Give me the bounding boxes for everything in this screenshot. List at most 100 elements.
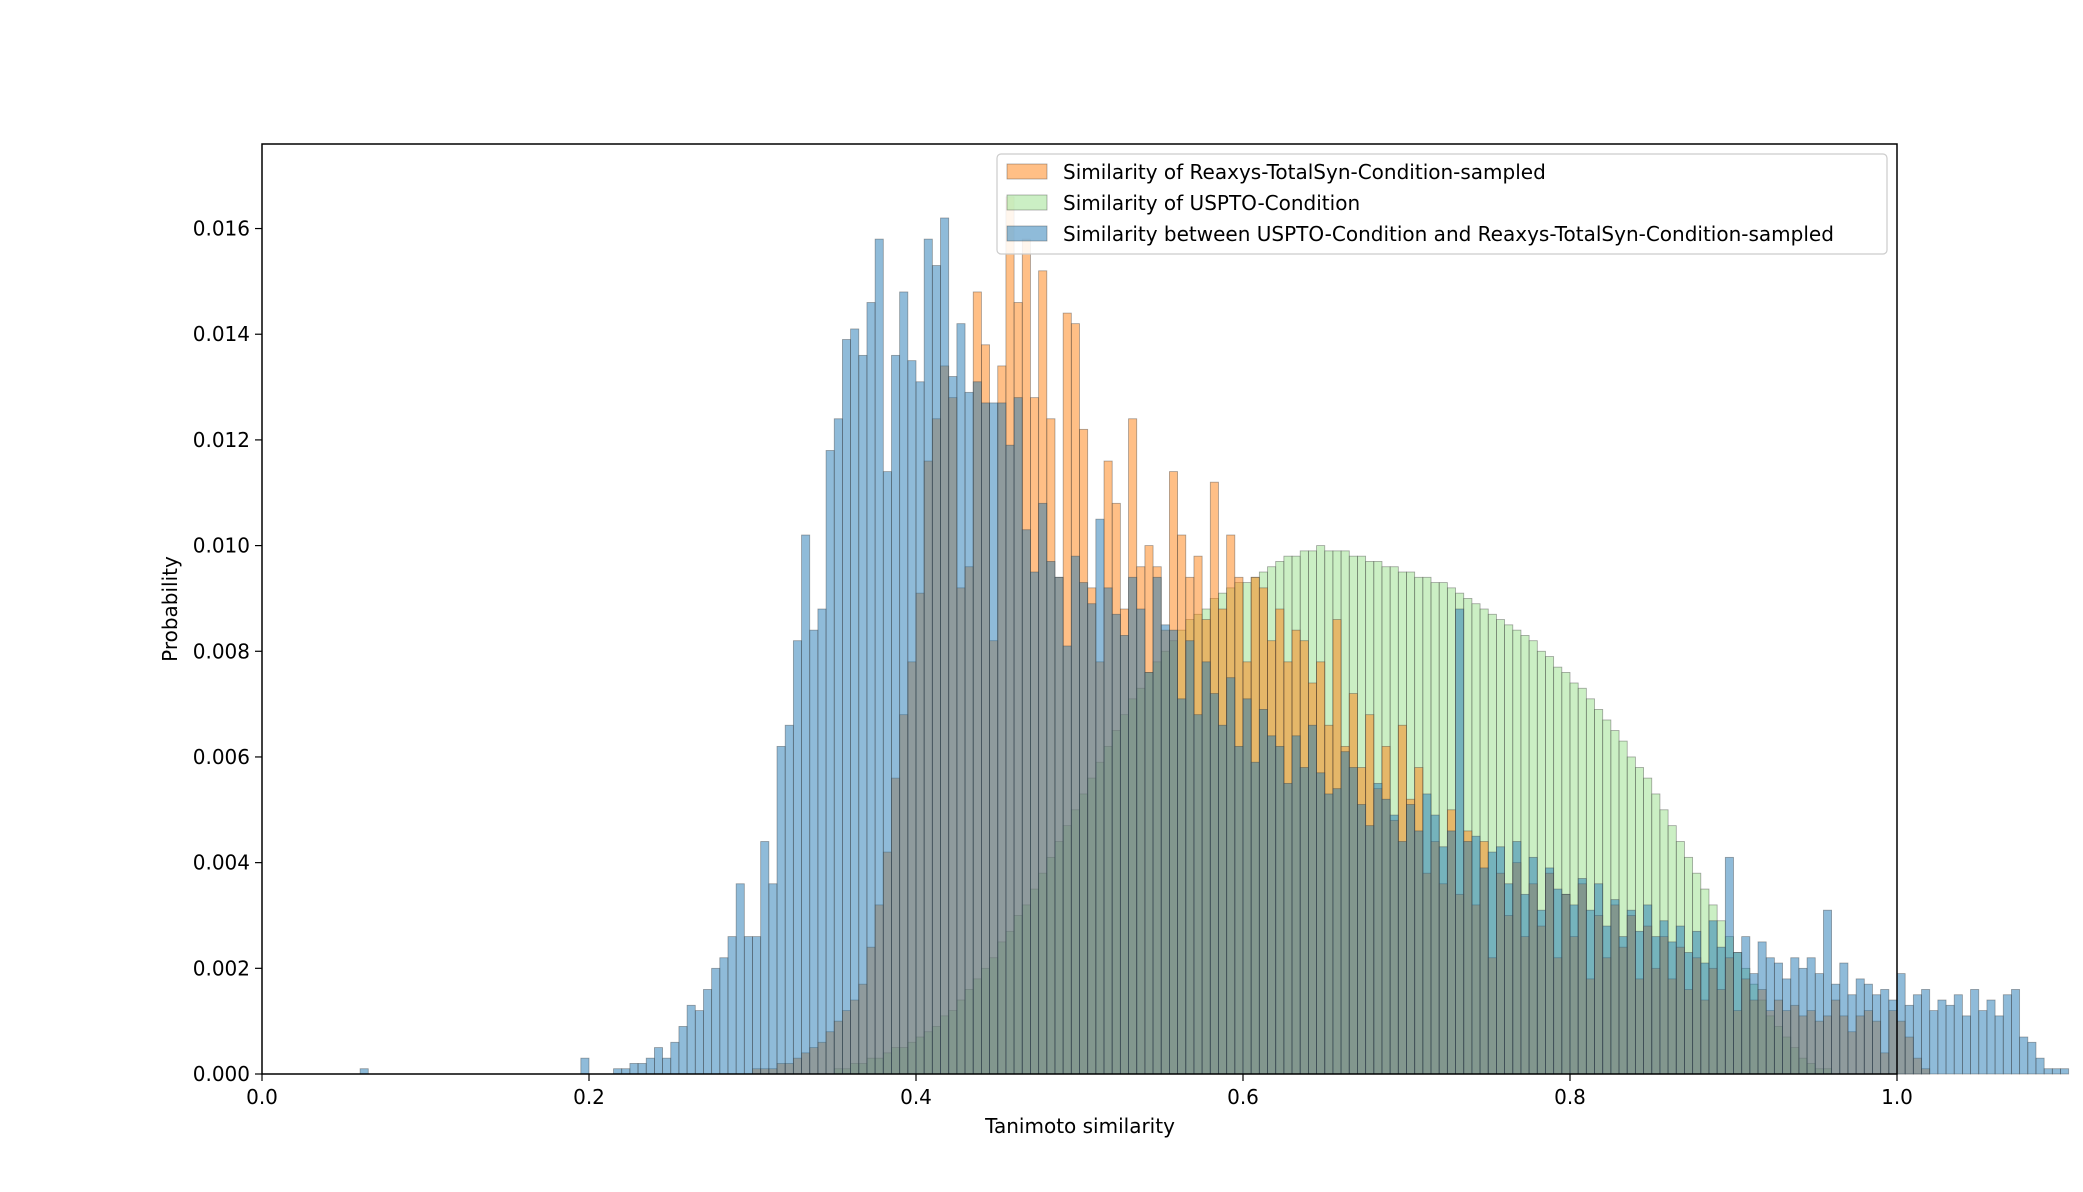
bar xyxy=(1953,994,1963,1075)
y-axis: 0.000 0.002 0.004 0.006 0.008 0.010 0.012 0.014… xyxy=(193,217,262,1086)
bar xyxy=(1406,804,1416,1075)
bar xyxy=(842,339,851,1075)
bar xyxy=(678,1026,688,1075)
bar xyxy=(1994,1015,2004,1075)
bar xyxy=(1226,677,1236,1075)
bar xyxy=(1528,856,1538,1075)
bar xyxy=(1724,856,1734,1075)
bar xyxy=(1872,994,1882,1075)
legend-swatch xyxy=(1006,194,1048,211)
bar xyxy=(1201,661,1211,1075)
bar xyxy=(1986,999,1996,1075)
bar xyxy=(670,1041,680,1075)
bar xyxy=(1169,629,1178,1075)
bar xyxy=(1455,608,1465,1075)
bar xyxy=(817,608,827,1075)
bar xyxy=(1389,814,1399,1075)
bar xyxy=(1741,936,1751,1075)
x-axis: 0.0 0.2 0.4 0.6 0.8 1.0 xyxy=(246,1074,1913,1109)
bar xyxy=(1635,930,1644,1075)
bar xyxy=(866,302,876,1075)
y-tick-label: 0.016 xyxy=(193,217,250,241)
x-tick-label: 0.4 xyxy=(900,1085,932,1109)
bar xyxy=(1847,994,1857,1075)
bar xyxy=(1267,735,1277,1075)
x-tick-label: 0.8 xyxy=(1554,1085,1586,1109)
x-tick-label: 0.2 xyxy=(573,1085,605,1109)
bar xyxy=(1258,709,1268,1075)
bar xyxy=(1773,962,1783,1075)
bar xyxy=(1896,973,1906,1075)
bar xyxy=(1716,946,1726,1075)
bar xyxy=(1316,772,1326,1075)
bar xyxy=(1561,893,1571,1075)
bar xyxy=(645,1057,655,1075)
bar xyxy=(1806,957,1816,1075)
bar xyxy=(801,534,811,1075)
series-2-bars xyxy=(359,217,2070,1075)
bar xyxy=(1937,999,1947,1075)
bar xyxy=(1414,830,1424,1075)
bar xyxy=(662,1057,672,1075)
bar xyxy=(711,967,721,1075)
bar xyxy=(1667,941,1677,1075)
bar xyxy=(1291,735,1301,1075)
bar xyxy=(1692,930,1702,1075)
bar xyxy=(1888,999,1898,1075)
bar xyxy=(1757,941,1767,1075)
bar xyxy=(1283,782,1293,1075)
bar xyxy=(1308,724,1317,1075)
bar xyxy=(1471,835,1481,1075)
bar xyxy=(850,328,860,1075)
bar xyxy=(768,883,778,1075)
bar xyxy=(1087,603,1097,1075)
legend-label: Similarity of Reaxys-TotalSyn-Condition-… xyxy=(1063,160,1546,184)
bar xyxy=(1340,751,1350,1075)
bar xyxy=(1733,952,1743,1075)
bar xyxy=(2035,1057,2045,1075)
bar xyxy=(694,1010,704,1075)
bar xyxy=(1070,555,1080,1075)
bar xyxy=(1814,973,1824,1075)
bar xyxy=(1005,444,1015,1075)
bar xyxy=(981,402,990,1075)
bar xyxy=(899,291,909,1075)
bar xyxy=(784,724,794,1075)
y-tick-label: 0.004 xyxy=(193,851,250,875)
bar xyxy=(1054,576,1064,1075)
bar xyxy=(1512,841,1522,1075)
bar xyxy=(1365,825,1375,1075)
x-tick-label: 0.0 xyxy=(246,1085,278,1109)
bar xyxy=(1577,878,1587,1075)
bar xyxy=(1430,814,1440,1075)
bar xyxy=(907,360,917,1075)
bar xyxy=(703,989,713,1075)
bar xyxy=(2060,1068,2070,1075)
bar xyxy=(1332,788,1342,1075)
bar xyxy=(2011,989,2021,1075)
legend-label: Similarity between USPTO-Condition and R… xyxy=(1063,222,1834,246)
bar xyxy=(989,402,999,1075)
bar xyxy=(1487,851,1497,1075)
bar xyxy=(1504,883,1514,1075)
bar xyxy=(1128,576,1138,1075)
y-tick-label: 0.008 xyxy=(193,639,250,663)
bar xyxy=(1079,582,1089,1075)
bar xyxy=(1602,925,1612,1075)
bar xyxy=(613,1068,623,1075)
y-tick-label: 0.012 xyxy=(193,428,250,452)
bar xyxy=(1921,989,1931,1075)
bar xyxy=(1831,983,1841,1075)
bar xyxy=(972,381,982,1075)
bar xyxy=(1585,909,1595,1075)
bar xyxy=(359,1068,369,1075)
bar xyxy=(1373,782,1383,1075)
legend-swatch xyxy=(1006,163,1048,180)
y-tick-label: 0.010 xyxy=(193,534,250,558)
bar xyxy=(752,936,762,1075)
bar xyxy=(1790,957,1800,1075)
bar xyxy=(1144,672,1154,1075)
bar xyxy=(1324,793,1334,1075)
bar xyxy=(1021,529,1031,1075)
